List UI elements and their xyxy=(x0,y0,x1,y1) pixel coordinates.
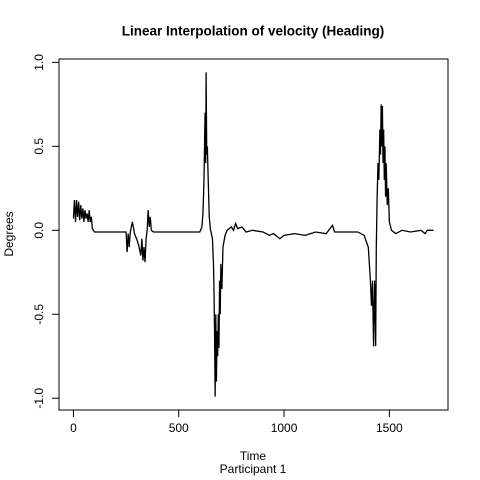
x-tick-label: 500 xyxy=(169,421,189,435)
x-tick-label: 0 xyxy=(70,421,77,435)
x-axis-label: Time xyxy=(240,449,267,463)
data-line xyxy=(72,72,434,397)
x-tick-label: 1000 xyxy=(271,421,298,435)
y-axis-label: Degrees xyxy=(2,211,16,256)
y-tick-label: -1.0 xyxy=(32,388,46,409)
y-tick-label: -0.5 xyxy=(32,304,46,325)
y-tick-label: 1.0 xyxy=(32,54,46,71)
y-tick-label: 0.0 xyxy=(32,222,46,239)
plot-frame xyxy=(58,58,449,411)
chart-title: Linear Interpolation of velocity (Headin… xyxy=(122,24,385,39)
subtitle: Participant 1 xyxy=(220,462,287,476)
x-tick-label: 1500 xyxy=(376,421,403,435)
y-tick-label: 0.5 xyxy=(32,138,46,155)
